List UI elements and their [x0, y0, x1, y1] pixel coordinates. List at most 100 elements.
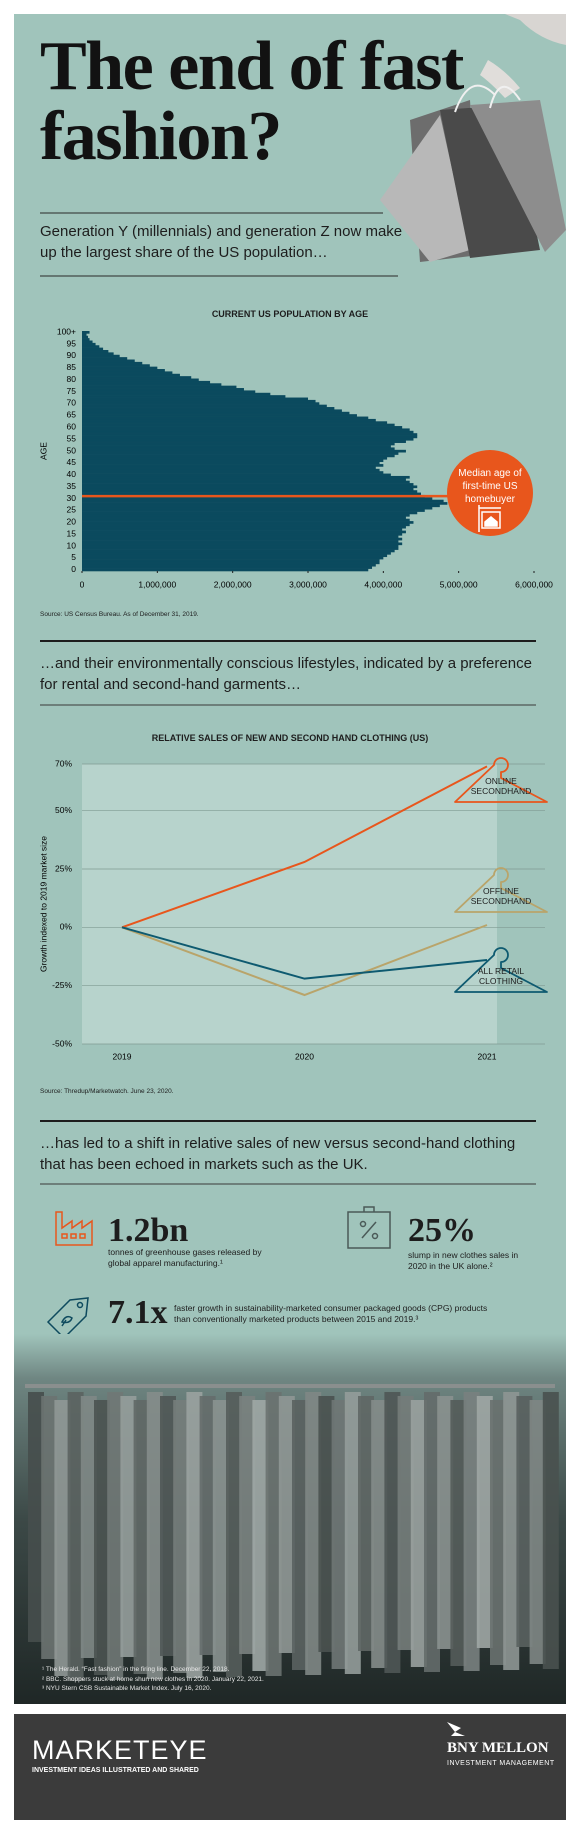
garment: [28, 1392, 44, 1642]
bar: [82, 411, 350, 415]
y-tick-label: 35: [67, 481, 77, 491]
x-tick-label: 0: [80, 579, 85, 589]
bar: [82, 554, 388, 558]
bar: [82, 478, 406, 482]
bar: [82, 430, 414, 434]
bar: [82, 563, 376, 567]
garment: [397, 1396, 414, 1650]
bar: [82, 331, 90, 334]
bar: [82, 352, 114, 356]
bar: [82, 445, 391, 448]
x-tick-label: 3,000,000: [289, 579, 327, 589]
garment: [160, 1396, 176, 1656]
bar: [82, 359, 135, 363]
house-sign-icon: [478, 505, 501, 532]
series-label: OFFLINE SECONDHAND: [470, 886, 532, 906]
garment: [437, 1396, 454, 1649]
garment: [226, 1392, 242, 1677]
bar: [82, 456, 388, 460]
line-series: [121, 765, 488, 929]
stat-text: faster growth in sustainability-marketed…: [174, 1303, 488, 1324]
bar: [82, 537, 403, 541]
garment: [173, 1400, 190, 1673]
garment: [252, 1400, 269, 1671]
division: INVESTMENT MANAGEMENT: [447, 1760, 555, 1767]
bar: [82, 395, 286, 398]
bar: [82, 518, 410, 522]
y-tick-label: 10: [67, 540, 77, 550]
annotation-circle: [447, 450, 533, 536]
bar: [82, 442, 395, 446]
bar: [82, 516, 406, 520]
bar: [82, 525, 406, 529]
stat-value: 1.2bn: [108, 1212, 189, 1249]
line-series: [121, 926, 488, 980]
bar: [82, 459, 384, 462]
garment: [239, 1396, 256, 1654]
garment: [463, 1392, 480, 1671]
bar: [82, 397, 308, 401]
bar: [82, 506, 433, 510]
y-tick-label: 0: [71, 564, 76, 574]
bar: [82, 380, 211, 384]
garment: [67, 1392, 84, 1681]
bar: [82, 528, 403, 531]
bar: [82, 369, 165, 372]
bar: [82, 509, 425, 512]
garment: [54, 1400, 71, 1676]
garment: [450, 1400, 467, 1666]
bar: [82, 559, 380, 562]
y-tick-label: -50%: [52, 1038, 72, 1048]
series-label: ONLINE SECONDHAND: [470, 776, 532, 796]
bar: [82, 556, 384, 560]
garment: [292, 1400, 308, 1670]
shopping-bags: [380, 14, 566, 262]
section-text: …has led to a shift in relative sales of…: [40, 1135, 516, 1173]
bar: [82, 547, 399, 550]
bar: [82, 383, 222, 386]
y-tick-label: 55: [67, 433, 77, 443]
garment: [529, 1400, 546, 1664]
bar: [82, 373, 180, 377]
bar: [82, 490, 418, 493]
footer-bar: [14, 1714, 566, 1820]
garment: [516, 1396, 533, 1647]
bar: [82, 378, 199, 382]
bar: [82, 335, 89, 339]
line-series: [121, 924, 488, 997]
bar: [82, 483, 414, 486]
garment: [94, 1400, 110, 1675]
garment: [490, 1400, 506, 1665]
x-tick-label: 2021: [478, 1051, 497, 1061]
garment: [41, 1396, 58, 1659]
y-tick-label: 80: [67, 374, 77, 384]
bar: [82, 333, 87, 337]
bar: [82, 407, 335, 410]
series-label: ALL RETAIL CLOTHING: [477, 966, 525, 986]
tagline: INVESTMENT IDEAS ILLUSTRATED AND SHARED: [32, 1767, 199, 1774]
bar: [82, 449, 406, 453]
y-tick-label: -25%: [52, 980, 72, 990]
y-tick-label: 65: [67, 410, 77, 420]
y-tick-label: 95: [67, 338, 77, 348]
y-axis-label: Growth indexed to 2019 market size: [38, 836, 48, 972]
bar: [82, 542, 403, 546]
garment: [384, 1392, 401, 1673]
bar: [82, 549, 395, 553]
y-tick-label: 20: [67, 517, 77, 527]
bar: [82, 345, 100, 348]
garment: [344, 1392, 361, 1674]
intro-text: Generation Y (millennials) and generatio…: [40, 223, 403, 261]
bar: [82, 388, 244, 391]
bar: [82, 399, 316, 403]
bar: [82, 566, 373, 569]
garment: [107, 1392, 124, 1680]
hanger: [454, 867, 548, 913]
garment: [265, 1392, 282, 1676]
bar: [82, 392, 271, 396]
bar: [82, 354, 120, 358]
y-tick-label: 25%: [55, 863, 72, 873]
bar: [82, 366, 158, 370]
brand: MARKETEYE: [32, 1735, 208, 1765]
garment: [186, 1392, 203, 1678]
